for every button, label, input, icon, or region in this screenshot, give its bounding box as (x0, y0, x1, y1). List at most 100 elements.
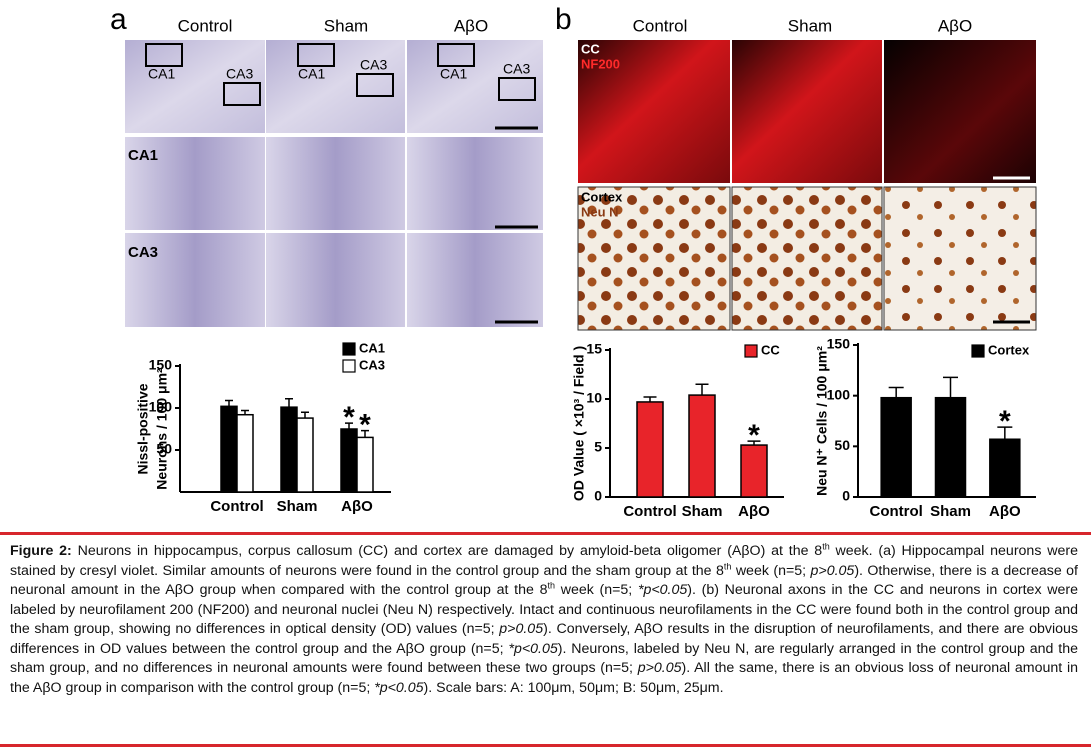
y-tick-label: 100 (149, 399, 173, 415)
bar (220, 405, 238, 493)
micrograph (884, 40, 1036, 183)
x-tick-label: AβO (738, 503, 770, 520)
caption-run: *p<0.05 (637, 582, 688, 598)
caption-run: p>0.05 (637, 660, 682, 676)
caption-run: Figure 2: (10, 543, 72, 559)
y-tick-label: 10 (586, 390, 602, 406)
bar (636, 401, 664, 498)
micrograph (883, 186, 1037, 331)
bar (340, 428, 358, 493)
y-tick-label: 15 (586, 341, 602, 357)
caption-run: *p<0.05 (374, 679, 424, 696)
error-bar (695, 383, 709, 396)
significance-mark: * (359, 409, 371, 442)
y-tick-label: 150 (827, 336, 851, 352)
panel-label: b (555, 3, 572, 36)
bar (296, 417, 314, 493)
caption-run: week (n=5; (555, 582, 638, 598)
micrograph (578, 40, 730, 183)
bar (934, 396, 967, 498)
column-header: Control (178, 16, 233, 35)
error-bar (285, 398, 293, 408)
y-tick-label: 150 (149, 357, 173, 373)
legend-swatch (744, 344, 758, 358)
caption: Figure 2: Neurons in hippocampus, corpus… (10, 542, 1078, 698)
error-bar (241, 409, 249, 415)
y-tick-label: 50 (834, 437, 850, 453)
x-tick-label: Control (623, 503, 676, 520)
scale-bars (495, 126, 538, 324)
significance-mark: * (999, 405, 1011, 438)
micrograph (266, 233, 405, 327)
micrograph (577, 186, 731, 331)
y-tick-label: 100 (827, 386, 851, 402)
legend-label: CC (761, 342, 780, 357)
caption-run: p>0.05 (810, 562, 855, 579)
caption-run: *p<0.05 (508, 640, 558, 657)
y-tick-label: 5 (594, 439, 602, 455)
caption-run: th (723, 560, 732, 571)
y-axis-label: Neurons / 100 μm² (154, 368, 170, 490)
micrograph (731, 186, 883, 331)
region-boxes (145, 43, 536, 106)
significance-mark: * (748, 419, 760, 452)
y-axis-label: Nissl-positive (135, 383, 151, 474)
micrograph (125, 40, 265, 133)
stain-label: CC (581, 41, 600, 56)
x-tick-label: AβO (989, 503, 1021, 520)
region-label: CA3 (503, 61, 530, 77)
column-header: Sham (788, 16, 832, 35)
rule (0, 744, 1091, 747)
bar (356, 436, 374, 493)
figure: a Control Sham AβO CA1 CA3 CA1 CA3 (110, 3, 1037, 520)
legend-swatch (971, 344, 985, 358)
panel-label: a (110, 3, 127, 36)
micrograph (266, 40, 405, 133)
micrograph (125, 233, 265, 327)
row-label: CA3 (128, 244, 158, 261)
caption-run: p>0.05 (499, 621, 544, 637)
caption-run: th (547, 580, 555, 591)
panel-a: a Control Sham AβO CA1 CA3 CA1 CA3 (110, 3, 543, 327)
caption-run: Neurons in hippocampus, corpus callosum … (71, 543, 823, 559)
y-axis-label: OD Value ( ×10³ / Field ) (571, 346, 587, 501)
legend-label: CA1 (359, 340, 385, 355)
micrograph (732, 40, 882, 183)
legend-swatch (342, 342, 356, 356)
legend-label: CA3 (359, 357, 385, 372)
x-tick-label: Sham (277, 498, 318, 515)
bar (280, 406, 298, 493)
caption-run: week (n=5; (731, 562, 811, 579)
legend-label: Cortex (988, 342, 1030, 357)
legend-swatch (342, 359, 356, 373)
stain-label: Cortex (581, 189, 623, 204)
panel-b: b Control Sham AβO CC NF200 Cortex Neu N (555, 3, 1037, 331)
micrograph (407, 137, 543, 230)
stain-label: NF200 (581, 56, 620, 71)
caption-run: ). (b) Neuronal axons in the CC and neur… (10, 582, 1078, 637)
row-label: CA1 (128, 147, 158, 164)
error-bar (225, 399, 233, 407)
stain-label: Neu N (581, 204, 619, 219)
region-label: CA3 (226, 66, 253, 82)
bar (740, 444, 768, 498)
micrograph (266, 137, 405, 230)
caption-run: ). Conversely, AβO results in the disrup… (10, 621, 1078, 657)
bar (688, 394, 716, 498)
caption-run: ). Otherwise, there is a decrease of neu… (10, 562, 1078, 599)
error-bar (345, 422, 353, 429)
region-label: CA3 (360, 57, 387, 73)
x-tick-label: Control (210, 498, 263, 515)
rule (0, 532, 1091, 535)
region-label: CA1 (298, 66, 325, 82)
error-bar (301, 411, 309, 419)
column-header: Sham (324, 16, 368, 35)
error-bar (361, 429, 369, 438)
bar (880, 396, 912, 498)
bar (989, 438, 1021, 498)
micrograph (125, 137, 265, 230)
x-tick-label: Sham (930, 503, 971, 520)
caption-run: week. (a) Hippocampal neurons were stain… (10, 543, 1078, 579)
